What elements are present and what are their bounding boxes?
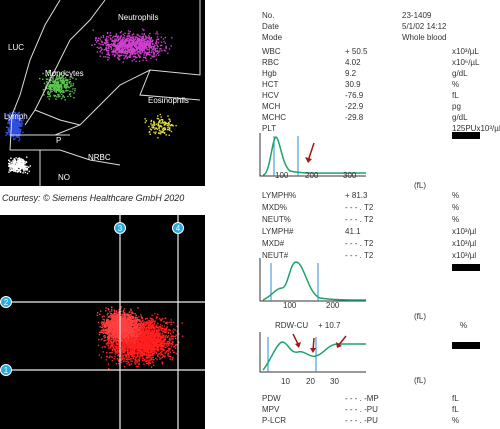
histogram	[259, 133, 367, 177]
row-unit: x10³/µl	[452, 251, 477, 260]
scattergram	[0, 0, 205, 186]
row-label: Mode	[262, 33, 283, 42]
row-unit: %	[452, 191, 460, 200]
row-value: - - - . T2	[345, 239, 374, 248]
gate-marker: 3	[114, 222, 126, 234]
row-label: MPV	[262, 405, 280, 414]
row-unit: fL	[452, 91, 459, 100]
row-unit: fL	[452, 394, 459, 403]
row-label: LYMPH%	[262, 191, 297, 200]
unit-label: (fL)	[414, 376, 426, 385]
row-value: - - - . -PU	[345, 405, 378, 414]
row-unit: %	[452, 215, 460, 224]
axis-label: 20	[306, 377, 315, 386]
unit-label: (fL)	[414, 312, 426, 321]
axis-label: 200	[305, 171, 319, 180]
region-label: LUC	[8, 43, 25, 52]
row-value: 5/1/02 14:12	[402, 22, 447, 31]
gate-marker: 2	[0, 296, 12, 308]
row-value: 41.1	[345, 227, 361, 236]
region-label: P	[56, 136, 62, 145]
row-value: - - - . T2	[345, 251, 374, 260]
region-label: NRBC	[88, 153, 111, 162]
row-label: RBC	[262, 58, 279, 67]
row-unit: g/dL	[452, 69, 468, 78]
courtesy-note: Courtesy: © Siemens Healthcare GmbH 2020	[2, 193, 185, 203]
row-unit: x10³/µl	[452, 239, 477, 248]
axis-label: 100	[283, 301, 297, 310]
row-label: PDW	[262, 394, 281, 403]
region-label: Lymph	[4, 112, 28, 121]
row-unit: 125PUx10³/µL	[452, 124, 500, 133]
row-unit: %	[452, 416, 460, 425]
scatterplot	[0, 215, 205, 429]
row-label: MXD#	[262, 239, 285, 248]
row-unit: x10³/µL	[452, 47, 479, 56]
row-label: RDW-CU	[275, 321, 309, 330]
row-label: NEUT#	[262, 251, 289, 260]
region-label: NO	[58, 173, 70, 182]
flag-bar	[452, 342, 480, 349]
region-label: Monocytes	[45, 69, 84, 78]
row-label: Hgb	[262, 69, 277, 78]
row-label: WBC	[262, 47, 281, 56]
row-label: MXD%	[262, 203, 287, 212]
axis-label: 300	[343, 171, 357, 180]
row-value: 30.9	[345, 80, 361, 89]
axis-label: 200	[326, 301, 340, 310]
row-value: -76.9	[345, 91, 364, 100]
flag-bar	[452, 132, 480, 139]
histogram	[259, 332, 366, 373]
row-unit: %	[452, 80, 460, 89]
axis-label: 30	[330, 377, 339, 386]
row-label: HCV	[262, 91, 279, 100]
row-label: MCHC	[262, 113, 286, 122]
row-unit: pg	[452, 102, 461, 111]
row-unit: fL	[452, 405, 459, 414]
row-value: - - - . T2	[345, 203, 374, 212]
region-label: Neutrophils	[118, 13, 159, 22]
row-value: + 10.7	[318, 321, 341, 330]
row-value: -29.8	[345, 113, 364, 122]
axis-label: 10	[281, 377, 290, 386]
histogram	[259, 258, 367, 302]
row-label: HCT	[262, 80, 279, 89]
flag-bar	[452, 264, 480, 271]
row-value: - - - . T2	[345, 215, 374, 224]
row-value: - - - . -MP	[345, 394, 379, 403]
row-label: NEUT%	[262, 215, 291, 224]
row-label: PLT	[262, 124, 277, 133]
row-label: LYMPH#	[262, 227, 294, 236]
row-label: MCH	[262, 102, 281, 111]
axis-label: 100	[275, 171, 289, 180]
row-value: + 50.5	[345, 47, 368, 56]
row-unit: %	[452, 203, 460, 212]
row-label: Date	[262, 22, 279, 31]
row-label: No.	[262, 11, 275, 20]
row-value: + 81.3	[345, 191, 368, 200]
gate-marker: 4	[172, 222, 184, 234]
row-label: P-LCR	[262, 416, 287, 425]
row-value: 9.2	[345, 69, 357, 78]
row-unit: g/dL	[452, 113, 468, 122]
gate-marker: 1	[0, 364, 12, 376]
row-value: 4.02	[345, 58, 361, 67]
row-value: 23-1409	[402, 11, 432, 20]
region-label: Eosinophils	[148, 96, 189, 105]
row-unit: x10³/µl	[452, 227, 477, 236]
row-value: - - - . -PU	[345, 416, 378, 425]
row-value: -22.9	[345, 102, 364, 111]
row-unit: %	[460, 321, 468, 330]
row-value: Whole blood	[402, 33, 447, 42]
row-unit: x10⁶/µL	[452, 58, 480, 67]
unit-label: (fL)	[414, 181, 426, 190]
